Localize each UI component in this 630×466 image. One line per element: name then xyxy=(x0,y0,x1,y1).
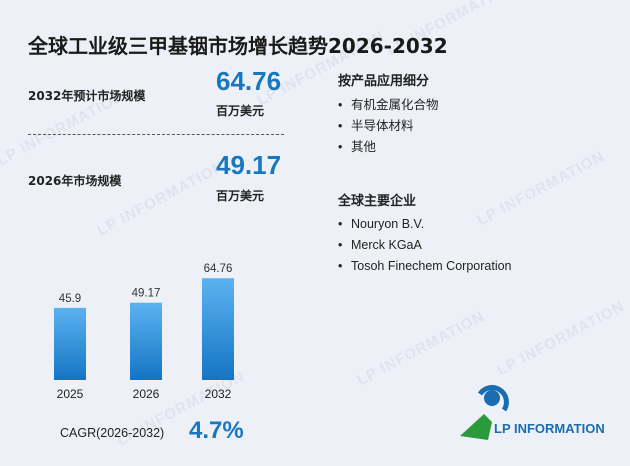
bar-2032 xyxy=(202,278,234,380)
bar-value-label: 45.9 xyxy=(59,293,81,305)
list-item: Nouryon B.V. xyxy=(338,214,512,235)
cagr-value: 4.7% xyxy=(189,417,244,444)
divider xyxy=(28,134,284,135)
forecast-market-size-unit: 百万美元 xyxy=(216,104,265,118)
x-tick-label: 2025 xyxy=(57,387,84,401)
list-item: Merck KGaA xyxy=(338,235,512,256)
forecast-market-size-value: 64.76 xyxy=(216,66,282,96)
bar-value-label: 64.76 xyxy=(204,263,233,275)
companies-title: 全球主要企业 xyxy=(338,194,417,209)
list-item: Tosoh Finechem Corporation xyxy=(338,256,512,277)
current-market-size-label: 2026年市场规模 xyxy=(28,174,122,188)
cagr-label: CAGR(2026-2032) xyxy=(60,426,165,440)
companies-list: Nouryon B.V. Merck KGaA Tosoh Finechem C… xyxy=(338,214,512,277)
bar-2025 xyxy=(54,307,86,380)
segments-list: 有机金属化合物 半导体材料 其他 xyxy=(338,95,439,158)
list-item: 有机金属化合物 xyxy=(338,95,439,116)
bar-value-label: 49.17 xyxy=(132,288,161,300)
logo-text: LP INFORMATION xyxy=(494,421,605,436)
x-tick-label: 2032 xyxy=(205,387,232,401)
list-item: 其他 xyxy=(338,137,439,158)
current-market-size-value: 49.17 xyxy=(216,150,282,180)
x-tick-label: 2026 xyxy=(133,387,160,401)
lp-information-logo-icon xyxy=(460,385,509,440)
segments-title: 按产品应用细分 xyxy=(338,74,430,89)
list-item: 半导体材料 xyxy=(338,116,439,137)
page-title: 全球工业级三甲基铟市场增长趋势2026-2032 xyxy=(28,34,448,58)
current-market-size-unit: 百万美元 xyxy=(216,189,265,203)
bar-2026 xyxy=(130,302,162,380)
forecast-market-size-label: 2032年预计市场规模 xyxy=(28,89,146,103)
